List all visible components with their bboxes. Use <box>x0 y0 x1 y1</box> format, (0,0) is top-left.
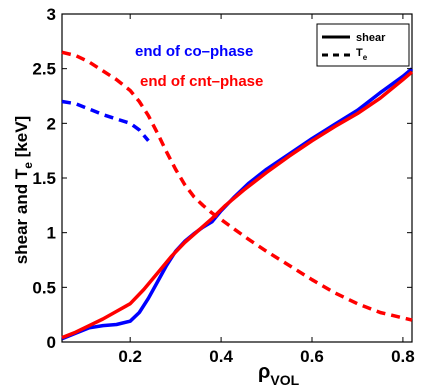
y-tick-label: 0 <box>47 333 56 352</box>
series-layer <box>61 50 414 341</box>
y-tick-label: 1 <box>47 224 56 243</box>
y-tick-label: 3 <box>47 5 56 24</box>
y-axis-label-unit: [keV] <box>12 116 31 162</box>
x-tick-label: 0.2 <box>118 347 142 366</box>
y-tick-label: 2 <box>47 114 56 133</box>
series-line-te-co <box>61 99 150 142</box>
legend-label-te-main: T <box>356 47 363 59</box>
legend: shear Te <box>316 23 410 67</box>
series-line-shear-cnt <box>61 70 414 340</box>
y-tick-label: 1.5 <box>32 169 56 188</box>
annotation-co-phase: end of co–phase <box>135 43 253 60</box>
legend-label-shear: shear <box>356 32 386 44</box>
x-tick-label: 0.4 <box>209 347 233 366</box>
y-tick-label: 2.5 <box>32 60 56 79</box>
y-axis-label-main: shear and T <box>12 168 31 264</box>
x-tick-label: 0.6 <box>300 347 324 366</box>
legend-box <box>316 23 410 67</box>
ticks-layer: 0.2 0.4 0.6 0.8 0 0.5 1 1.5 2 2.5 3 <box>32 5 414 366</box>
annotation-cnt-phase: end of cnt–phase <box>140 73 263 90</box>
y-axis-label-sub: e <box>21 162 35 169</box>
x-axis-label-main: ρ <box>258 361 270 383</box>
series-line-shear-co <box>61 67 414 341</box>
y-tick-label: 0.5 <box>32 278 56 297</box>
legend-label-te-sub: e <box>363 53 368 62</box>
legend-label-te: Te <box>356 47 368 62</box>
x-tick-label: 0.8 <box>391 347 415 366</box>
series-line-te-cnt <box>61 50 413 322</box>
x-axis-label-sub: VOL <box>270 372 299 388</box>
y-axis-label: shear and Te [keV] <box>12 116 35 264</box>
x-axis-label: ρVOL <box>258 361 300 388</box>
